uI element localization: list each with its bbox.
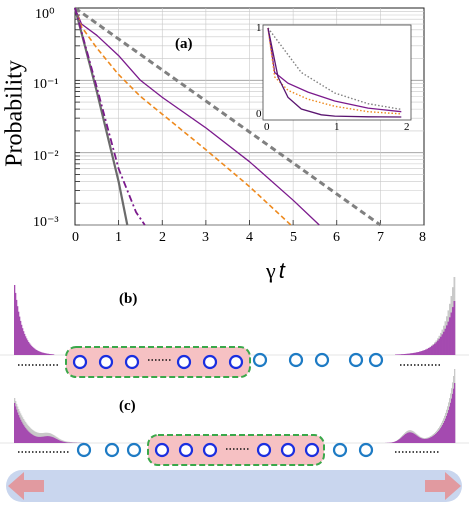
y-tick-label: 10⁻³ [33, 214, 59, 231]
site-ring [178, 356, 190, 368]
x-tick-label: 6 [333, 230, 340, 246]
panel-c-illustration [0, 369, 469, 465]
site-ring [316, 354, 328, 366]
site-ring [370, 354, 382, 366]
x-tick-label: 7 [377, 230, 384, 246]
site-ring [156, 444, 168, 456]
x-tick-label: 4 [246, 230, 253, 246]
y-tick-label: 10⁻² [33, 148, 59, 165]
x-tick-label: 1 [115, 230, 122, 246]
inset-x-tick-label: 1 [334, 121, 340, 133]
inset-x-tick-label: 0 [264, 121, 270, 133]
x-tick-label: 8 [419, 230, 426, 246]
site-ring [306, 444, 318, 456]
site-ring [74, 356, 86, 368]
site-ring [128, 444, 140, 456]
inset-x-tick-label: 2 [404, 121, 410, 133]
site-ring [204, 444, 216, 456]
arrow-band [6, 470, 462, 502]
x-tick-label: 2 [159, 230, 166, 246]
x-axis-label-var: t [279, 258, 285, 283]
site-ring [290, 354, 302, 366]
site-ring [230, 356, 242, 368]
site-ring [258, 444, 270, 456]
x-tick-label: 3 [202, 230, 209, 246]
series-line [75, 8, 145, 225]
site-ring [254, 354, 266, 366]
panel-c-label: (c) [119, 398, 136, 415]
inset-frame [263, 25, 411, 120]
histogram-bar [53, 354, 54, 355]
site-ring [350, 354, 362, 366]
y-tick-label: 10⁻¹ [33, 76, 59, 93]
site-ring [78, 444, 90, 456]
inset-y-tick-label: 1 [256, 22, 262, 34]
panel-a-label: (a) [175, 36, 193, 53]
x-tick-label: 5 [290, 230, 297, 246]
arrow-band-bar [6, 470, 462, 502]
x-tick-label: 0 [72, 230, 79, 246]
site-ring [204, 356, 216, 368]
site-ring [334, 444, 346, 456]
chain-highlight-box [148, 435, 324, 465]
chain-highlight-box [66, 347, 250, 377]
x-axis-label-greek: γ [266, 258, 276, 283]
y-axis-label: Probability [2, 59, 29, 169]
site-ring [282, 444, 294, 456]
site-ring [126, 356, 138, 368]
site-ring [106, 444, 118, 456]
panel-b-illustration [0, 277, 469, 377]
site-ring [100, 356, 112, 368]
histogram-bar [395, 355, 397, 356]
panel-b-label: (b) [119, 291, 137, 308]
y-tick-label: 10⁰ [35, 6, 55, 23]
inset-y-tick-label: 0 [256, 108, 262, 120]
site-ring [360, 444, 372, 456]
site-ring [180, 444, 192, 456]
